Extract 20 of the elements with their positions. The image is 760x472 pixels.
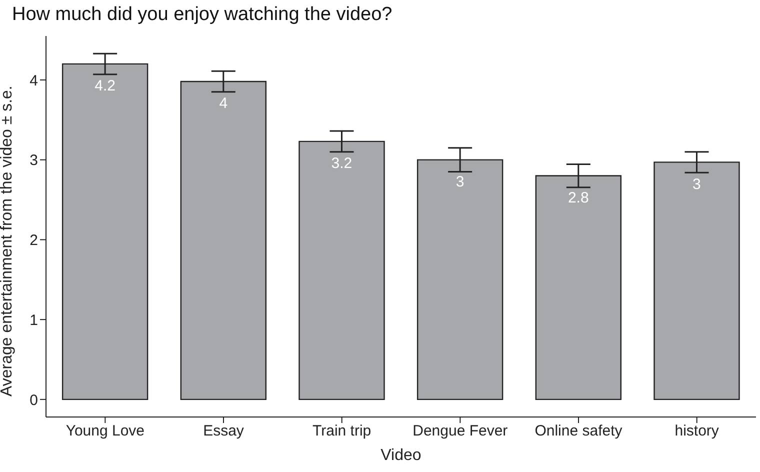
y-tick-label: 4 (30, 72, 38, 90)
x-tick-label: history (674, 422, 720, 440)
data-label: 4 (219, 95, 228, 112)
x-tick-label: Young Love (66, 422, 145, 440)
data-label: 3 (692, 176, 701, 193)
y-tick-label: 1 (30, 312, 38, 329)
y-tick-label: 0 (30, 392, 38, 409)
data-label: 4.2 (94, 78, 116, 95)
y-tick-label: 3 (30, 152, 38, 170)
data-label: 3.2 (331, 155, 352, 172)
x-axis-title: Video (380, 447, 422, 464)
chart-title: How much did you enjoy watching the video? (12, 4, 392, 26)
y-tick-label: 2 (30, 232, 38, 250)
data-label: 2.8 (568, 189, 589, 206)
x-tick-label: Train trip (312, 422, 372, 440)
data-label: 3 (456, 173, 464, 190)
x-tick-label: Online safety (534, 422, 623, 440)
y-axis-title: Average entertainment from the video ± s.e. (0, 86, 16, 396)
x-tick-label: Dengue Fever (412, 422, 508, 440)
x-tick-label: Essay (203, 422, 244, 440)
